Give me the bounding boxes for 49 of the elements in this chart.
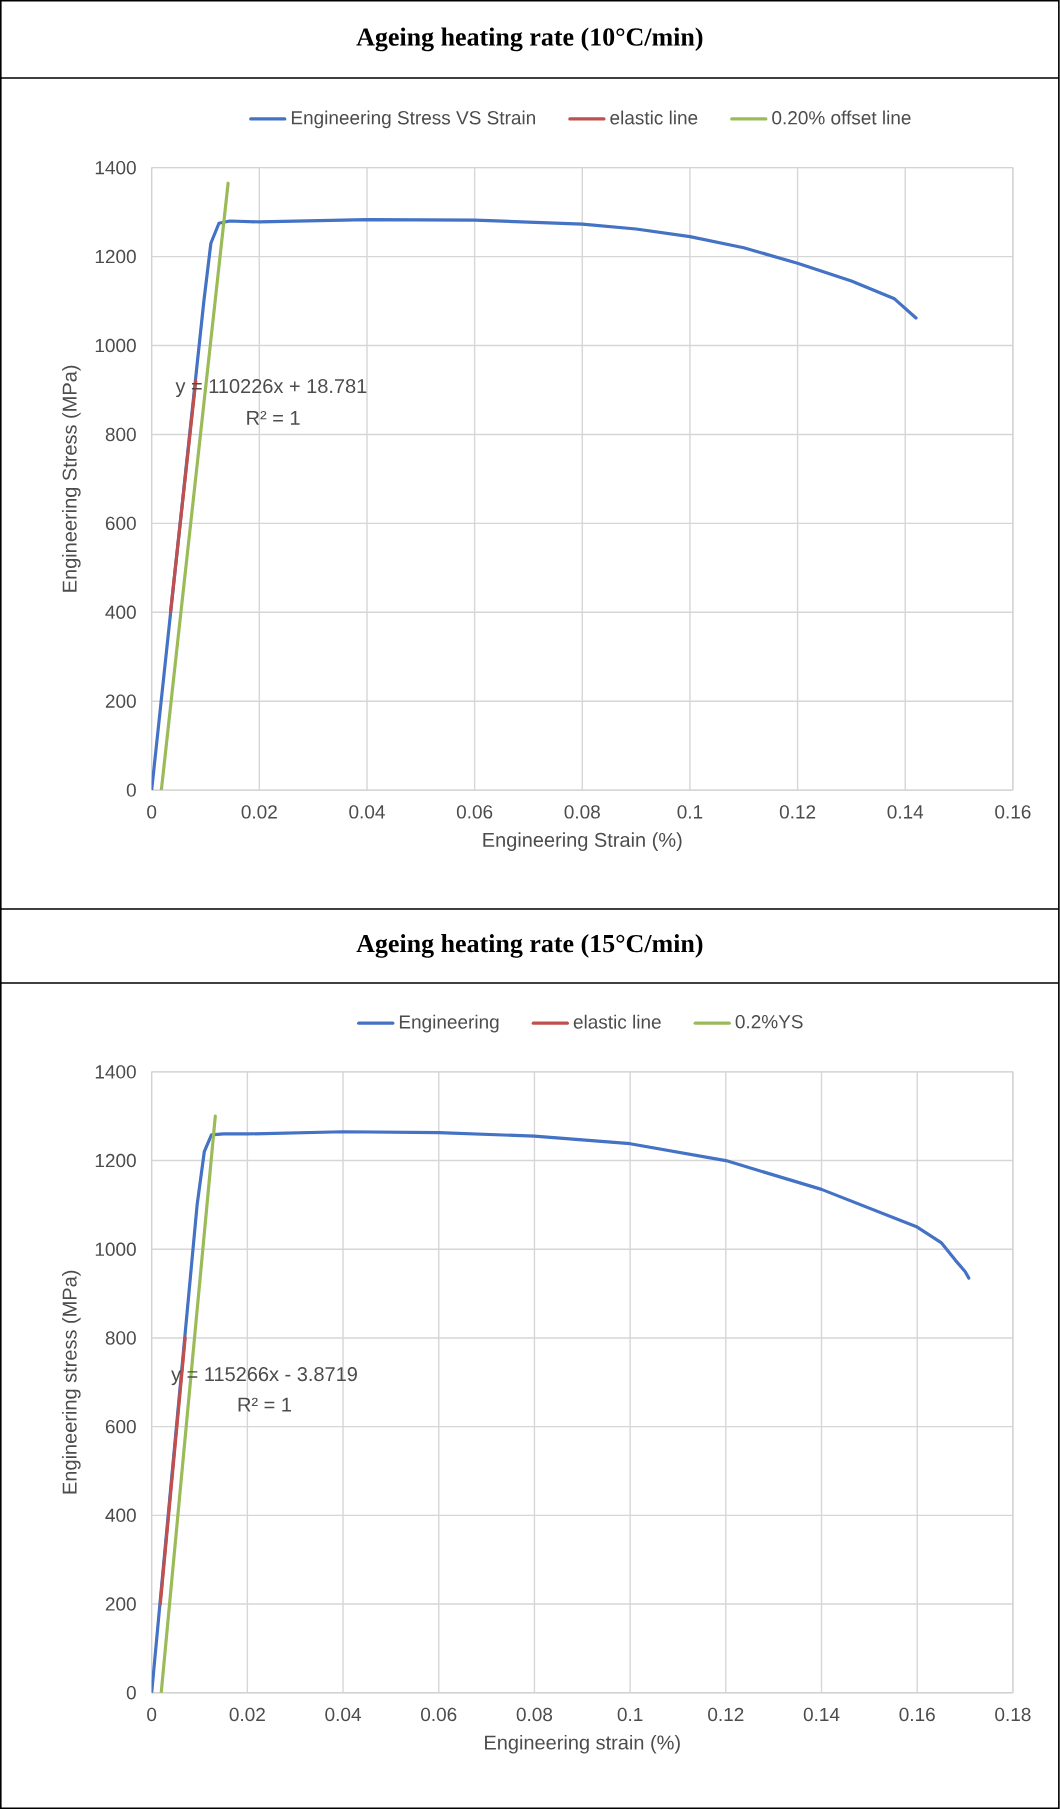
- y-tick-label: 1000: [95, 338, 137, 353]
- x-tick-label: 0.08: [564, 805, 601, 819]
- x-tick-label: 0: [147, 1707, 157, 1722]
- y-tick-label: 600: [106, 1419, 137, 1434]
- x-tick-label: 0.02: [241, 805, 278, 819]
- legend-label: Engineering: [400, 1014, 499, 1033]
- x-tick-label: 0.1: [677, 805, 703, 819]
- y-tick-label: 0: [126, 783, 137, 797]
- y-tick-label: 1200: [95, 249, 137, 264]
- legend-label: 0.2%YS: [735, 1015, 803, 1029]
- x-tick-label: 0.1: [617, 1707, 643, 1722]
- y-axis-title: Engineering stress (MPa): [62, 1270, 81, 1494]
- legend-label: 0.20% offset line: [772, 110, 911, 125]
- legend-label: elastic line: [573, 1014, 661, 1029]
- y-tick-label: 400: [105, 1508, 137, 1523]
- x-tick-label: 0.18: [995, 1707, 1031, 1722]
- x-tick-label: 0.12: [780, 805, 816, 819]
- x-axis-title: Engineering Strain (%): [483, 832, 682, 851]
- y-tick-label: 800: [105, 427, 137, 442]
- y-axis-title: Engineering Stress (MPa): [62, 365, 81, 592]
- y-tick-label: 200: [106, 1597, 137, 1611]
- x-axis-title: Engineering strain (%): [485, 1734, 681, 1754]
- x-tick-label: 0.06: [457, 805, 493, 819]
- legend-label: Engineering Stress VS Strain: [292, 110, 536, 129]
- y-tick-label: 1200: [95, 1153, 137, 1168]
- x-tick-label: 0.16: [899, 1707, 936, 1722]
- y-tick-label: 400: [105, 605, 137, 619]
- legend-label: elastic line: [610, 110, 698, 125]
- x-tick-label: 0.12: [708, 1707, 744, 1722]
- annotation: R² = 1: [247, 410, 300, 425]
- x-tick-label: 0.14: [887, 805, 924, 819]
- y-tick-label: 200: [106, 694, 137, 708]
- y-tick-label: 1400: [95, 1065, 137, 1079]
- y-tick-label: 1000: [95, 1242, 137, 1256]
- y-tick-label: 600: [106, 516, 137, 531]
- y-tick-label: 800: [105, 1331, 137, 1345]
- chart-title: Ageing heating rate (15°C/min): [356, 934, 703, 958]
- x-tick-label: 0.06: [421, 1707, 457, 1722]
- x-tick-label: 0: [147, 805, 157, 819]
- annotation: R² = 1: [238, 1397, 292, 1412]
- x-tick-label: 0.16: [995, 805, 1031, 819]
- x-tick-label: 0.14: [803, 1707, 840, 1722]
- x-tick-label: 0.08: [516, 1707, 553, 1722]
- x-tick-label: 0.04: [325, 1707, 362, 1722]
- x-tick-label: 0.02: [229, 1707, 266, 1722]
- x-tick-label: 0.04: [349, 805, 386, 819]
- y-tick-label: 1400: [95, 160, 137, 175]
- y-tick-label: 0: [126, 1686, 137, 1700]
- chart-title: Ageing heating rate (10°C/min): [356, 27, 703, 52]
